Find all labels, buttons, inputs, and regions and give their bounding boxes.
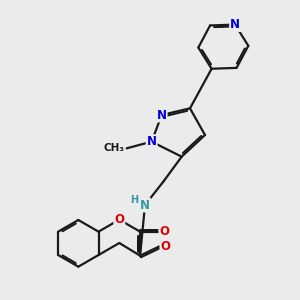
Text: O: O	[160, 240, 170, 253]
Text: N: N	[147, 135, 157, 148]
Text: H: H	[130, 195, 138, 205]
Text: N: N	[230, 18, 240, 31]
Text: CH₃: CH₃	[103, 143, 124, 153]
Text: N: N	[140, 199, 150, 212]
Text: O: O	[159, 225, 170, 238]
Text: N: N	[157, 109, 167, 122]
Text: O: O	[114, 213, 124, 226]
